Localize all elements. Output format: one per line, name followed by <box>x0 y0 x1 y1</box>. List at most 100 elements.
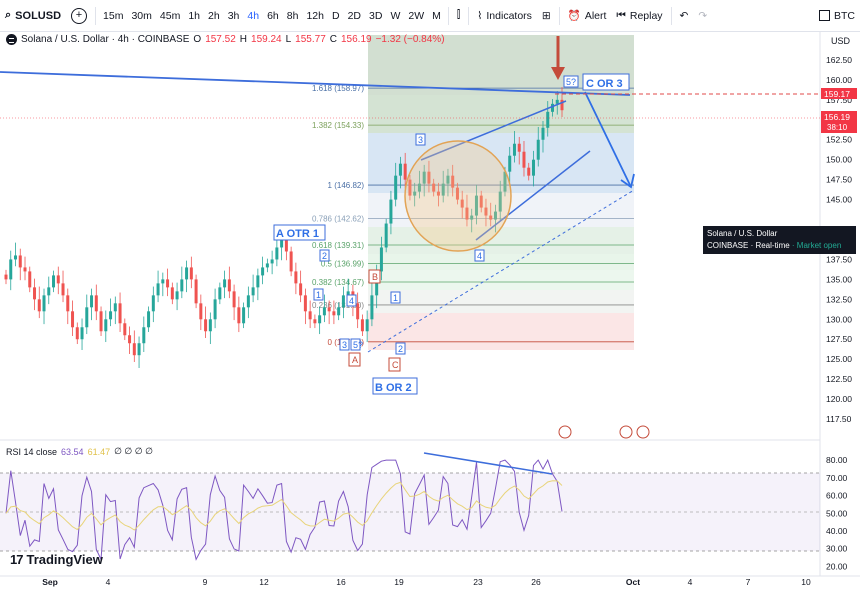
interval-15m[interactable]: 15m <box>103 9 124 22</box>
price-tick-label: 120.00 <box>826 394 852 404</box>
fib-label: 1 (146.82) <box>328 181 365 190</box>
undo-icon: ↶ <box>679 9 689 22</box>
symbol-info-tooltip: Solana / U.S. Dollar COINBASE · Real-tim… <box>703 226 856 254</box>
candle-body <box>522 151 526 168</box>
time-tick-label: 7 <box>746 577 751 587</box>
undo-button[interactable]: ↶ <box>675 0 694 31</box>
interval-group: 15m 30m 45m 1h 2h 3h 4h 6h 8h 12h D 2D 3D W 2W M <box>99 0 445 31</box>
fib-label: 0.618 (139.31) <box>312 241 364 250</box>
candle-body <box>284 235 288 252</box>
solana-logo-icon <box>6 34 17 45</box>
redo-button[interactable]: ↷ <box>693 0 712 31</box>
currency-selector[interactable]: USD <box>830 36 850 46</box>
candle-body <box>166 279 170 288</box>
candle-body <box>204 319 208 332</box>
candle-body <box>137 343 141 356</box>
candle-body <box>512 143 516 156</box>
candle-body <box>113 303 117 312</box>
close-label: C <box>329 34 337 45</box>
level-price-badge: 159.17 <box>824 89 850 99</box>
candle-body <box>322 307 326 316</box>
interval-2d[interactable]: 2D <box>347 9 362 22</box>
interval-1h[interactable]: 1h <box>188 9 201 22</box>
layouts-button[interactable]: ⊞ <box>537 0 556 31</box>
price-tick-label: 147.50 <box>826 175 852 185</box>
legend-title: Solana / U.S. Dollar · 4h · COINBASE <box>21 34 190 45</box>
compare-symbol-button[interactable]: + <box>66 0 92 31</box>
candle-body <box>422 171 426 184</box>
candle-body <box>465 207 469 220</box>
time-axis[interactable]: Sep 4 9 12 16 19 23 26 Oct 4 7 10 <box>42 577 811 587</box>
drawings <box>0 36 820 353</box>
candle-body <box>218 287 222 300</box>
replay-icon: ⏮ <box>616 9 626 21</box>
candle-body <box>189 267 193 280</box>
rsi-tick-label: 50.00 <box>826 508 848 518</box>
candle-body <box>408 179 412 196</box>
interval-3d[interactable]: 3D <box>369 9 383 22</box>
interval-30m[interactable]: 30m <box>131 9 152 22</box>
price-tick-label: 127.50 <box>826 334 852 344</box>
tradingview-logo[interactable]: 17 TradingView <box>10 552 103 567</box>
candle-body <box>427 171 431 184</box>
interval-6h[interactable]: 6h <box>267 9 279 22</box>
interval-4h[interactable]: 4h <box>247 9 260 22</box>
candle-body <box>503 171 507 192</box>
candle-body <box>517 143 521 152</box>
chart-type-button[interactable]: ⫿ <box>452 0 465 31</box>
fib-label: 0.5 (136.99) <box>321 260 364 269</box>
candle-body <box>365 319 369 332</box>
interval-m[interactable]: M <box>432 9 441 22</box>
interval-8h[interactable]: 8h <box>286 9 299 22</box>
interval-12h[interactable]: 12h <box>306 9 324 22</box>
time-tick-label: 16 <box>336 577 346 587</box>
interval-3h[interactable]: 3h <box>227 9 240 22</box>
change-value: −1.32 (−0.84%) <box>375 34 445 45</box>
current-price-badge: 156.19 <box>824 112 850 122</box>
candle-body <box>90 295 94 308</box>
symbol-search-button[interactable]: ⌕ SOLUSD <box>0 0 66 31</box>
symbol-label: SOLUSD <box>15 9 62 22</box>
candle-body <box>379 247 383 272</box>
candle-body <box>23 267 27 272</box>
compare-button[interactable]: BTC <box>814 0 860 31</box>
price-tick-label: 160.00 <box>826 75 852 85</box>
wave-1-label-right: 1 <box>393 293 398 303</box>
candle-body <box>161 279 165 284</box>
candle-body <box>413 191 417 196</box>
replay-button[interactable]: ⏮ Replay <box>611 0 667 31</box>
candle-body <box>403 163 407 180</box>
indicators-label: Indicators <box>486 9 532 22</box>
price-tick-label: 145.00 <box>826 195 852 205</box>
candle-body <box>327 307 331 312</box>
rsi-value: 63.54 <box>61 446 84 457</box>
fib-label: 0.236 (131.80) <box>312 301 364 310</box>
candle-body <box>289 251 293 272</box>
price-badges: 159.17 156.19 38:10 <box>821 88 857 133</box>
candle-body <box>484 207 488 216</box>
candle-body <box>242 307 246 324</box>
us-flag-icon <box>558 425 572 439</box>
candle-body <box>455 187 459 200</box>
candle-body <box>389 199 393 224</box>
candle-body <box>118 303 122 324</box>
brand-name: TradingView <box>26 552 103 567</box>
interval-45m[interactable]: 45m <box>159 9 181 22</box>
candle-body <box>360 319 364 332</box>
indicators-button[interactable]: ⌇ Indicators <box>472 0 537 31</box>
candle-body <box>185 267 189 280</box>
interval-2w[interactable]: 2W <box>408 9 425 22</box>
candle-body <box>313 319 317 324</box>
interval-w[interactable]: W <box>390 9 401 22</box>
tooltip-status: · Market open <box>791 241 842 250</box>
event-flag-icons[interactable] <box>558 425 650 439</box>
alert-button[interactable]: ⏰ Alert <box>563 0 612 31</box>
candle-body <box>56 275 60 284</box>
plus-icon: + <box>71 7 88 24</box>
interval-d[interactable]: D <box>331 9 340 22</box>
lower-wedge-line <box>475 150 591 241</box>
candle-body <box>546 111 550 128</box>
interval-2h[interactable]: 2h <box>208 9 220 22</box>
rsi-label: RSI 14 close <box>6 446 58 457</box>
